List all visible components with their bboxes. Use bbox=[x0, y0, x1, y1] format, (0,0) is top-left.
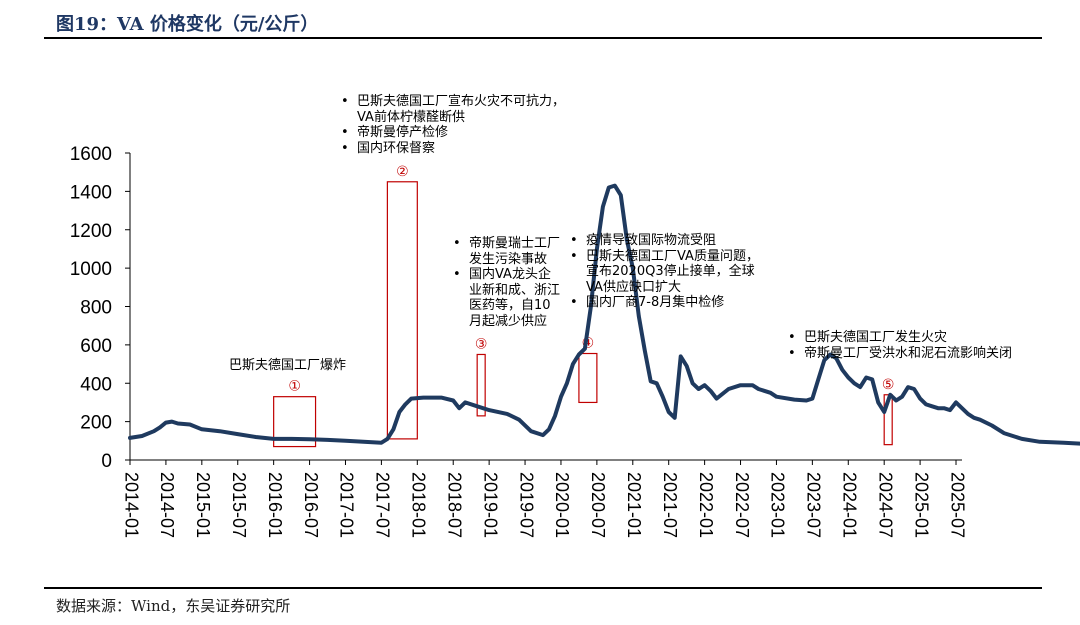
x-tick-label: 2019-07 bbox=[516, 472, 536, 538]
y-tick-label: 600 bbox=[80, 336, 112, 357]
note-4-item: 疫情导致国际物流受阻 bbox=[565, 233, 759, 249]
x-tick-label: 2016-01 bbox=[265, 472, 285, 538]
x-tick-label: 2015-01 bbox=[193, 472, 213, 538]
x-tick-label: 2025-01 bbox=[911, 472, 931, 538]
x-tick-label: 2024-07 bbox=[875, 472, 895, 538]
note-3-item: 帝斯曼瑞士工厂 发生污染事故 bbox=[448, 236, 560, 267]
y-tick-label: 1200 bbox=[70, 221, 112, 242]
x-tick-label: 2021-01 bbox=[624, 472, 644, 538]
annotation-box-label: ⑤ bbox=[882, 377, 895, 393]
annotation-note-4: 疫情导致国际物流受阻 巴斯夫德国工厂VA质量问题， 宣布2020Q3停止接单，全… bbox=[565, 233, 759, 311]
x-tick-label: 2023-07 bbox=[804, 472, 824, 538]
y-tick-label: 0 bbox=[101, 451, 112, 472]
annotation-box bbox=[578, 352, 598, 404]
annotation-note-1: 巴斯夫德国工厂爆炸 bbox=[229, 358, 347, 373]
x-tick-label: 2021-07 bbox=[660, 472, 680, 538]
x-tick-label: 2014-07 bbox=[157, 472, 177, 538]
y-tick-label: 1400 bbox=[70, 182, 112, 203]
x-tick-label: 2020-01 bbox=[552, 472, 572, 538]
note-5-item: 巴斯夫德国工厂发生火灾 bbox=[783, 330, 1012, 346]
annotation-box-label: ② bbox=[396, 164, 409, 180]
y-tick-label: 800 bbox=[80, 298, 112, 319]
annotation-box bbox=[386, 181, 418, 440]
note-4-item: 国内厂商7-8月集中检修 bbox=[565, 295, 759, 311]
x-tick-label: 2014-01 bbox=[121, 472, 141, 538]
x-tick-label: 2023-01 bbox=[768, 472, 788, 538]
note-2-item: 国内环保督察 bbox=[336, 141, 565, 157]
x-tick-label: 2022-01 bbox=[696, 472, 716, 538]
note-2-item: 帝斯曼停产检修 bbox=[336, 125, 565, 141]
price-line bbox=[128, 183, 1080, 446]
va-price-chart: 0 200 400 600 800 1000 1200 1400 1600 2014-01 2014… bbox=[70, 144, 1080, 538]
note-2-item: 巴斯夫德国工厂宣布火灾不可抗力， VA前体柠檬醛断供 bbox=[336, 94, 565, 125]
x-tick-label: 2025-07 bbox=[947, 472, 967, 538]
annotation-note-2: 巴斯夫德国工厂宣布火灾不可抗力， VA前体柠檬醛断供 帝斯曼停产检修 国内环保督… bbox=[336, 94, 565, 156]
annotation-note-5: 巴斯夫德国工厂发生火灾 帝斯曼工厂受洪水和泥石流影响关闭 bbox=[783, 330, 1012, 361]
annotation-box-label: ③ bbox=[475, 336, 488, 352]
annotation-box bbox=[476, 353, 486, 417]
x-tick-label: 2017-01 bbox=[337, 472, 357, 538]
plot-area bbox=[128, 183, 1080, 446]
source-note: 数据来源：Wind，东吴证券研究所 bbox=[56, 597, 291, 615]
annotation-note-3: 帝斯曼瑞士工厂 发生污染事故 国内VA龙头企 业新和成、浙江 医药等，自10 月… bbox=[448, 236, 560, 329]
top-rule bbox=[44, 37, 1042, 39]
annotation-box-label: ① bbox=[288, 379, 301, 395]
figure-title: 图19：VA 价格变化（元/公斤） bbox=[56, 14, 319, 35]
x-tick-label: 2017-07 bbox=[373, 472, 393, 538]
x-tick-label: 2022-07 bbox=[732, 472, 752, 538]
x-tick-label: 2015-07 bbox=[229, 472, 249, 538]
y-tick-label: 1000 bbox=[70, 259, 112, 280]
axes: 0 200 400 600 800 1000 1200 1400 1600 2014-01 2014… bbox=[70, 144, 968, 538]
annotation-boxes: ①②③ ④⑤ bbox=[273, 164, 895, 448]
x-tick-label: 2020-07 bbox=[588, 472, 608, 538]
x-tick-label: 2019-01 bbox=[480, 472, 500, 538]
x-tick-label: 2024-01 bbox=[840, 472, 860, 538]
y-tick-label: 1600 bbox=[70, 144, 112, 165]
y-tick-label: 200 bbox=[80, 413, 112, 434]
note-5-item: 帝斯曼工厂受洪水和泥石流影响关闭 bbox=[783, 346, 1012, 362]
y-tick-label: 400 bbox=[80, 374, 112, 395]
note-4-item: 巴斯夫德国工厂VA质量问题， 宣布2020Q3停止接单，全球 VA供应缺口扩大 bbox=[565, 249, 759, 296]
note-3-item: 国内VA龙头企 业新和成、浙江 医药等，自10 月起减少供应 bbox=[448, 267, 560, 329]
x-tick-label: 2016-07 bbox=[301, 472, 321, 538]
x-tick-label: 2018-01 bbox=[409, 472, 429, 538]
bottom-rule bbox=[44, 587, 1042, 589]
x-tick-label: 2018-07 bbox=[444, 472, 464, 538]
annotation-box bbox=[273, 396, 317, 448]
